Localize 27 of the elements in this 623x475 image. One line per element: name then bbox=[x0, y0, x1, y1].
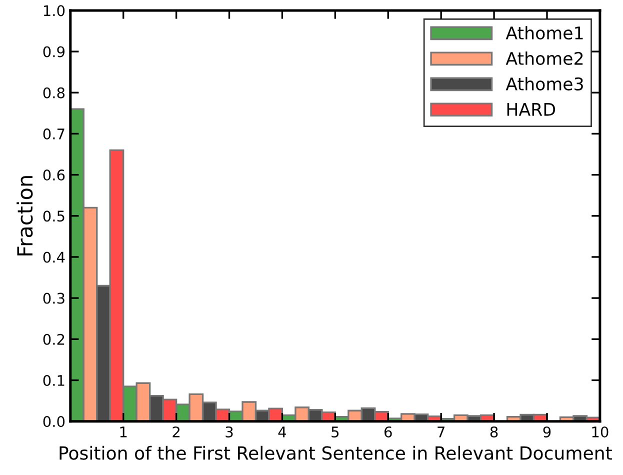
x-tick-label: 9 bbox=[543, 426, 551, 438]
x-tick-label: 3 bbox=[226, 426, 233, 438]
legend-label: Athome3 bbox=[506, 77, 583, 90]
y-tick-label: 0.6 bbox=[43, 170, 65, 181]
x-tick-label: 6 bbox=[384, 426, 392, 438]
y-tick-label: 0.3 bbox=[43, 292, 64, 304]
x-tick-label: 8 bbox=[490, 426, 498, 438]
legend-label: Athome2 bbox=[506, 52, 583, 65]
y-axis-title: Fraction bbox=[16, 176, 33, 256]
legend-label: Athome1 bbox=[506, 26, 583, 40]
x-tick-label: 10 bbox=[592, 426, 608, 438]
y-tick-label: 0.2 bbox=[43, 334, 64, 345]
x-axis-title: Position of the First Relevant Sentence in Relevant Document bbox=[60, 446, 612, 460]
x-tick-label: 4 bbox=[278, 426, 286, 438]
y-tick-label: 0.8 bbox=[43, 87, 65, 98]
y-tick-label: 0.4 bbox=[43, 252, 65, 263]
x-tick-label: 1 bbox=[120, 426, 127, 438]
y-tick-label: 0.7 bbox=[43, 128, 64, 140]
y-tick-label: 0.9 bbox=[43, 46, 65, 58]
y-tick-label: 1.0 bbox=[44, 5, 65, 16]
legend-label: HARD bbox=[507, 103, 556, 116]
y-tick-label: 0.1 bbox=[43, 374, 64, 386]
x-tick-label: 7 bbox=[438, 426, 444, 438]
y-tick-label: 0.0 bbox=[43, 416, 65, 428]
y-tick-label: 0.5 bbox=[43, 210, 64, 222]
x-tick-label: 2 bbox=[172, 426, 180, 438]
x-tick-label: 5 bbox=[332, 426, 339, 438]
